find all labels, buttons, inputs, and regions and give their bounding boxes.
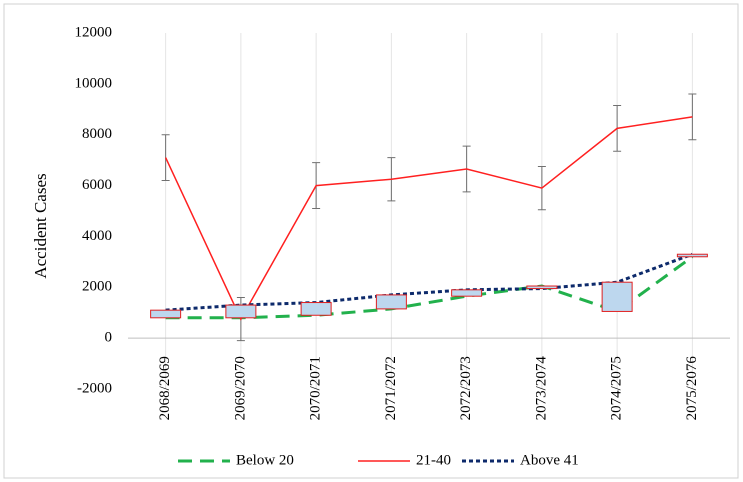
x-tick-label: 2072/2073 xyxy=(458,356,474,420)
chart-frame xyxy=(3,3,739,479)
updown-bar xyxy=(300,302,332,316)
updown-bar xyxy=(375,294,407,310)
line-series xyxy=(164,116,693,321)
legend-label: Above 41 xyxy=(520,452,579,468)
y-tick-label: 10000 xyxy=(75,75,113,91)
y-tick-label: 4000 xyxy=(82,228,112,244)
updown-bar xyxy=(451,289,483,297)
updown-bar xyxy=(526,285,558,290)
x-tick-label: 2074/2075 xyxy=(609,356,625,420)
x-tick-label: 2069/2070 xyxy=(232,356,248,420)
y-tick-label: -2000 xyxy=(77,380,112,396)
updown-bar xyxy=(676,253,708,258)
y-tick-label: 8000 xyxy=(82,126,112,142)
updown-bar xyxy=(150,309,182,319)
x-tick-label: 2068/2069 xyxy=(157,356,173,420)
x-tick-label: 2075/2076 xyxy=(684,356,700,421)
y-tick-label: 0 xyxy=(105,330,113,346)
y-axis-label: Accident Cases xyxy=(31,173,50,278)
updown-bar xyxy=(225,304,257,319)
y-tick-label: 2000 xyxy=(82,279,112,295)
y-tick-label: 12000 xyxy=(75,24,113,40)
legend-label: Below 20 xyxy=(236,452,294,468)
updown-bar xyxy=(601,281,633,312)
y-tick-label: 6000 xyxy=(82,177,112,193)
legend-label: 21-40 xyxy=(416,452,451,468)
x-tick-label: 2073/2074 xyxy=(533,356,549,421)
x-tick-label: 2070/2071 xyxy=(308,356,324,420)
x-tick-label: 2071/2072 xyxy=(383,356,399,420)
